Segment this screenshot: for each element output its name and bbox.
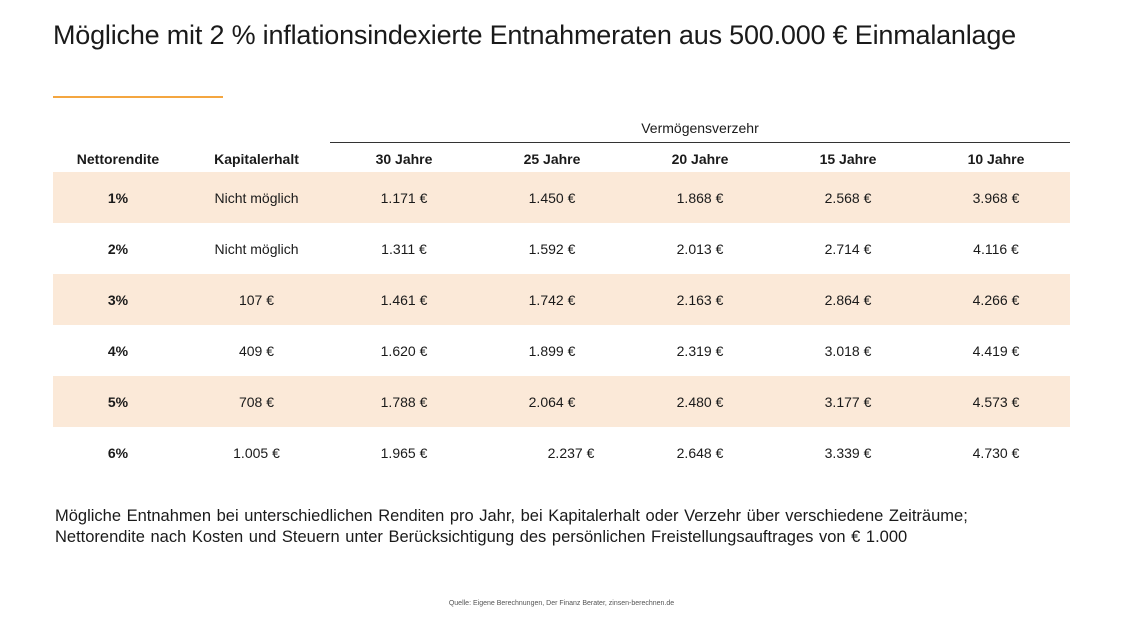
value-cell: 2.714 € — [824, 240, 872, 257]
table-header-row: Nettorendite Kapitalerhalt 30 Jahre 25 J… — [53, 145, 1070, 172]
page-title: Mögliche mit 2 % inflationsindexierte En… — [53, 20, 1016, 50]
note-line-2: Nettorendite nach Kosten und Steuern unt… — [55, 528, 908, 546]
net-return-cell: 4% — [107, 342, 129, 359]
header-30-years: 30 Jahre — [375, 150, 433, 167]
value-cell: 1.788 € — [330, 376, 478, 427]
net-return-cell: 6% — [107, 444, 129, 461]
value-cell: 4.573 € — [922, 376, 1070, 427]
value-cell: 2.013 € — [676, 240, 724, 257]
value-cell: 2.568 € — [774, 172, 922, 223]
value-cell: 2.064 € — [478, 376, 626, 427]
value-cell: 4.730 € — [972, 444, 1020, 461]
value-cell: 3.177 € — [774, 376, 922, 427]
value-cell: 4.419 € — [972, 342, 1020, 359]
value-cell: 1.899 € — [528, 342, 576, 359]
value-cell: 1.450 € — [478, 172, 626, 223]
value-cell: 1.171 € — [330, 172, 478, 223]
column-group-label: Vermögensverzehr — [641, 120, 759, 136]
title-accent-divider — [53, 96, 223, 98]
net-return-cell: 2% — [107, 240, 129, 257]
value-cell: 2.480 € — [626, 376, 774, 427]
value-cell: 2.864 € — [774, 274, 922, 325]
value-cell: 2.648 € — [676, 444, 724, 461]
value-cell: 1.965 € — [380, 444, 428, 461]
net-return-cell: 5% — [53, 376, 183, 427]
value-cell: 1.592 € — [528, 240, 576, 257]
capital-preservation-cell: 107 € — [183, 274, 330, 325]
value-cell: 4.266 € — [922, 274, 1070, 325]
header-net-return: Nettorendite — [76, 150, 160, 167]
table-row: 2% Nicht möglich 1.311 € 1.592 € 2.013 €… — [53, 223, 1070, 274]
value-cell: 1.742 € — [478, 274, 626, 325]
header-10-years: 10 Jahre — [967, 150, 1025, 167]
capital-preservation-cell: 708 € — [183, 376, 330, 427]
header-20-years: 20 Jahre — [671, 150, 729, 167]
value-cell: 1.868 € — [626, 172, 774, 223]
value-cell: 2.237 € — [547, 444, 595, 461]
capital-preservation-cell: Nicht möglich — [214, 240, 299, 257]
table-row: 1% Nicht möglich 1.171 € 1.450 € 1.868 €… — [53, 172, 1070, 223]
capital-preservation-cell: Nicht möglich — [183, 172, 330, 223]
value-cell: 2.319 € — [676, 342, 724, 359]
value-cell: 3.968 € — [922, 172, 1070, 223]
net-return-cell: 1% — [53, 172, 183, 223]
table-row: 5% 708 € 1.788 € 2.064 € 2.480 € 3.177 €… — [53, 376, 1070, 427]
net-return-cell: 3% — [53, 274, 183, 325]
value-cell: 1.311 € — [381, 240, 427, 257]
table-row: 4% 409 € 1.620 € 1.899 € 2.319 € 3.018 €… — [53, 325, 1070, 376]
value-cell: 2.163 € — [626, 274, 774, 325]
note-line-1: Mögliche Entnahmen bei unterschiedlichen… — [55, 507, 968, 525]
capital-preservation-cell: 409 € — [238, 342, 275, 359]
withdrawal-rate-table: Nettorendite Kapitalerhalt 30 Jahre 25 J… — [53, 145, 1070, 478]
column-group-divider — [330, 142, 1070, 143]
header-capital-preservation: Kapitalerhalt — [214, 150, 299, 167]
value-cell: 3.339 € — [824, 444, 872, 461]
table-row: 3% 107 € 1.461 € 1.742 € 2.163 € 2.864 €… — [53, 274, 1070, 325]
header-25-years: 25 Jahre — [523, 150, 581, 167]
value-cell: 1.620 € — [380, 342, 428, 359]
value-cell: 3.018 € — [824, 342, 872, 359]
header-15-years: 15 Jahre — [819, 150, 877, 167]
value-cell: 1.461 € — [330, 274, 478, 325]
value-cell: 4.116 € — [973, 240, 1019, 257]
capital-preservation-cell: 1.005 € — [233, 444, 280, 461]
explanatory-note: Mögliche Entnahmen bei unterschiedlichen… — [55, 506, 968, 548]
source-citation: Quelle: Eigene Berechnungen, Der Finanz … — [448, 600, 675, 607]
table-row: 6% 1.005 € 1.965 € 2.237 € 2.648 € 3.339… — [53, 427, 1070, 478]
